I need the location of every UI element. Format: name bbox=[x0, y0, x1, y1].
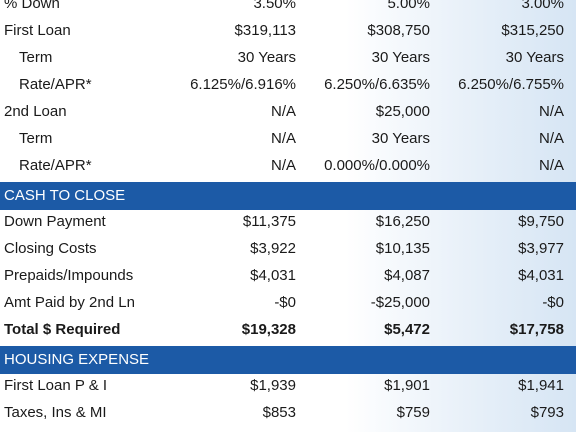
section-header: CASH TO CLOSE bbox=[0, 182, 576, 210]
row-value: 30 Years bbox=[371, 130, 430, 147]
row-value: 30 Years bbox=[237, 49, 296, 66]
row-value: $16,250 bbox=[375, 213, 430, 230]
row-value: $4,031 bbox=[250, 267, 296, 284]
row-value: 6.125%/6.916% bbox=[190, 76, 296, 93]
row-label: Prepaids/Impounds bbox=[4, 267, 134, 284]
row-label: 2nd Loan bbox=[4, 103, 67, 120]
row-value: 6.250%/6.755% bbox=[458, 76, 564, 93]
row-value: $25,000 bbox=[375, 103, 430, 120]
row-label: First Loan P & I bbox=[4, 377, 108, 394]
row-value: 3.50% bbox=[253, 0, 296, 12]
row-value: $17,758 bbox=[509, 321, 564, 338]
row-value: N/A bbox=[270, 130, 296, 147]
row-value: 30 Years bbox=[505, 49, 564, 66]
row-label: Rate/APR* bbox=[19, 157, 92, 174]
section-title: CASH TO CLOSE bbox=[4, 187, 126, 204]
row-value: $793 bbox=[530, 404, 564, 421]
row-value: -$0 bbox=[274, 294, 296, 311]
row-label: Total $ Required bbox=[4, 321, 121, 338]
row-label: Rate/APR* bbox=[19, 76, 92, 93]
row-value: 0.000%/0.000% bbox=[324, 157, 430, 174]
row-value: 3.00% bbox=[521, 0, 564, 12]
row-label: Down Payment bbox=[4, 213, 106, 230]
row-value: N/A bbox=[538, 103, 564, 120]
row-value: $3,922 bbox=[250, 240, 296, 257]
row-value: 5.00% bbox=[387, 0, 430, 12]
row-value: N/A bbox=[538, 130, 564, 147]
row-value: -$0 bbox=[542, 294, 564, 311]
row-label: Closing Costs bbox=[4, 240, 97, 257]
row-label: Term bbox=[19, 49, 53, 66]
row-value: 6.250%/6.635% bbox=[324, 76, 430, 93]
row-value: -$25,000 bbox=[370, 294, 430, 311]
row-label: % Down bbox=[4, 0, 60, 12]
row-value: $19,328 bbox=[241, 321, 296, 338]
row-value: $4,087 bbox=[384, 267, 430, 284]
row-value: $759 bbox=[396, 404, 430, 421]
row-value: N/A bbox=[538, 157, 564, 174]
row-value: $9,750 bbox=[518, 213, 564, 230]
row-value: $11,375 bbox=[242, 213, 296, 230]
row-value: 30 Years bbox=[371, 49, 430, 66]
row-value: $319,113 bbox=[234, 22, 296, 39]
row-value: $1,901 bbox=[384, 377, 430, 394]
row-value: $5,472 bbox=[384, 321, 430, 338]
row-value: $853 bbox=[262, 404, 296, 421]
row-value: $1,939 bbox=[250, 377, 296, 394]
row-value: $4,031 bbox=[518, 267, 564, 284]
row-value: $3,977 bbox=[518, 240, 564, 257]
section-header: HOUSING EXPENSE bbox=[0, 346, 576, 374]
row-value: $308,750 bbox=[367, 22, 430, 39]
row-value: N/A bbox=[270, 103, 296, 120]
row-label: First Loan bbox=[4, 22, 71, 39]
row-label: Term bbox=[19, 130, 53, 147]
row-value: N/A bbox=[270, 157, 296, 174]
row-label: Amt Paid by 2nd Ln bbox=[4, 294, 135, 311]
row-value: $10,135 bbox=[375, 240, 430, 257]
section-title: HOUSING EXPENSE bbox=[4, 351, 150, 368]
row-label: Taxes, Ins & MI bbox=[4, 404, 107, 421]
row-value: $1,941 bbox=[518, 377, 564, 394]
row-value: $315,250 bbox=[501, 22, 564, 39]
